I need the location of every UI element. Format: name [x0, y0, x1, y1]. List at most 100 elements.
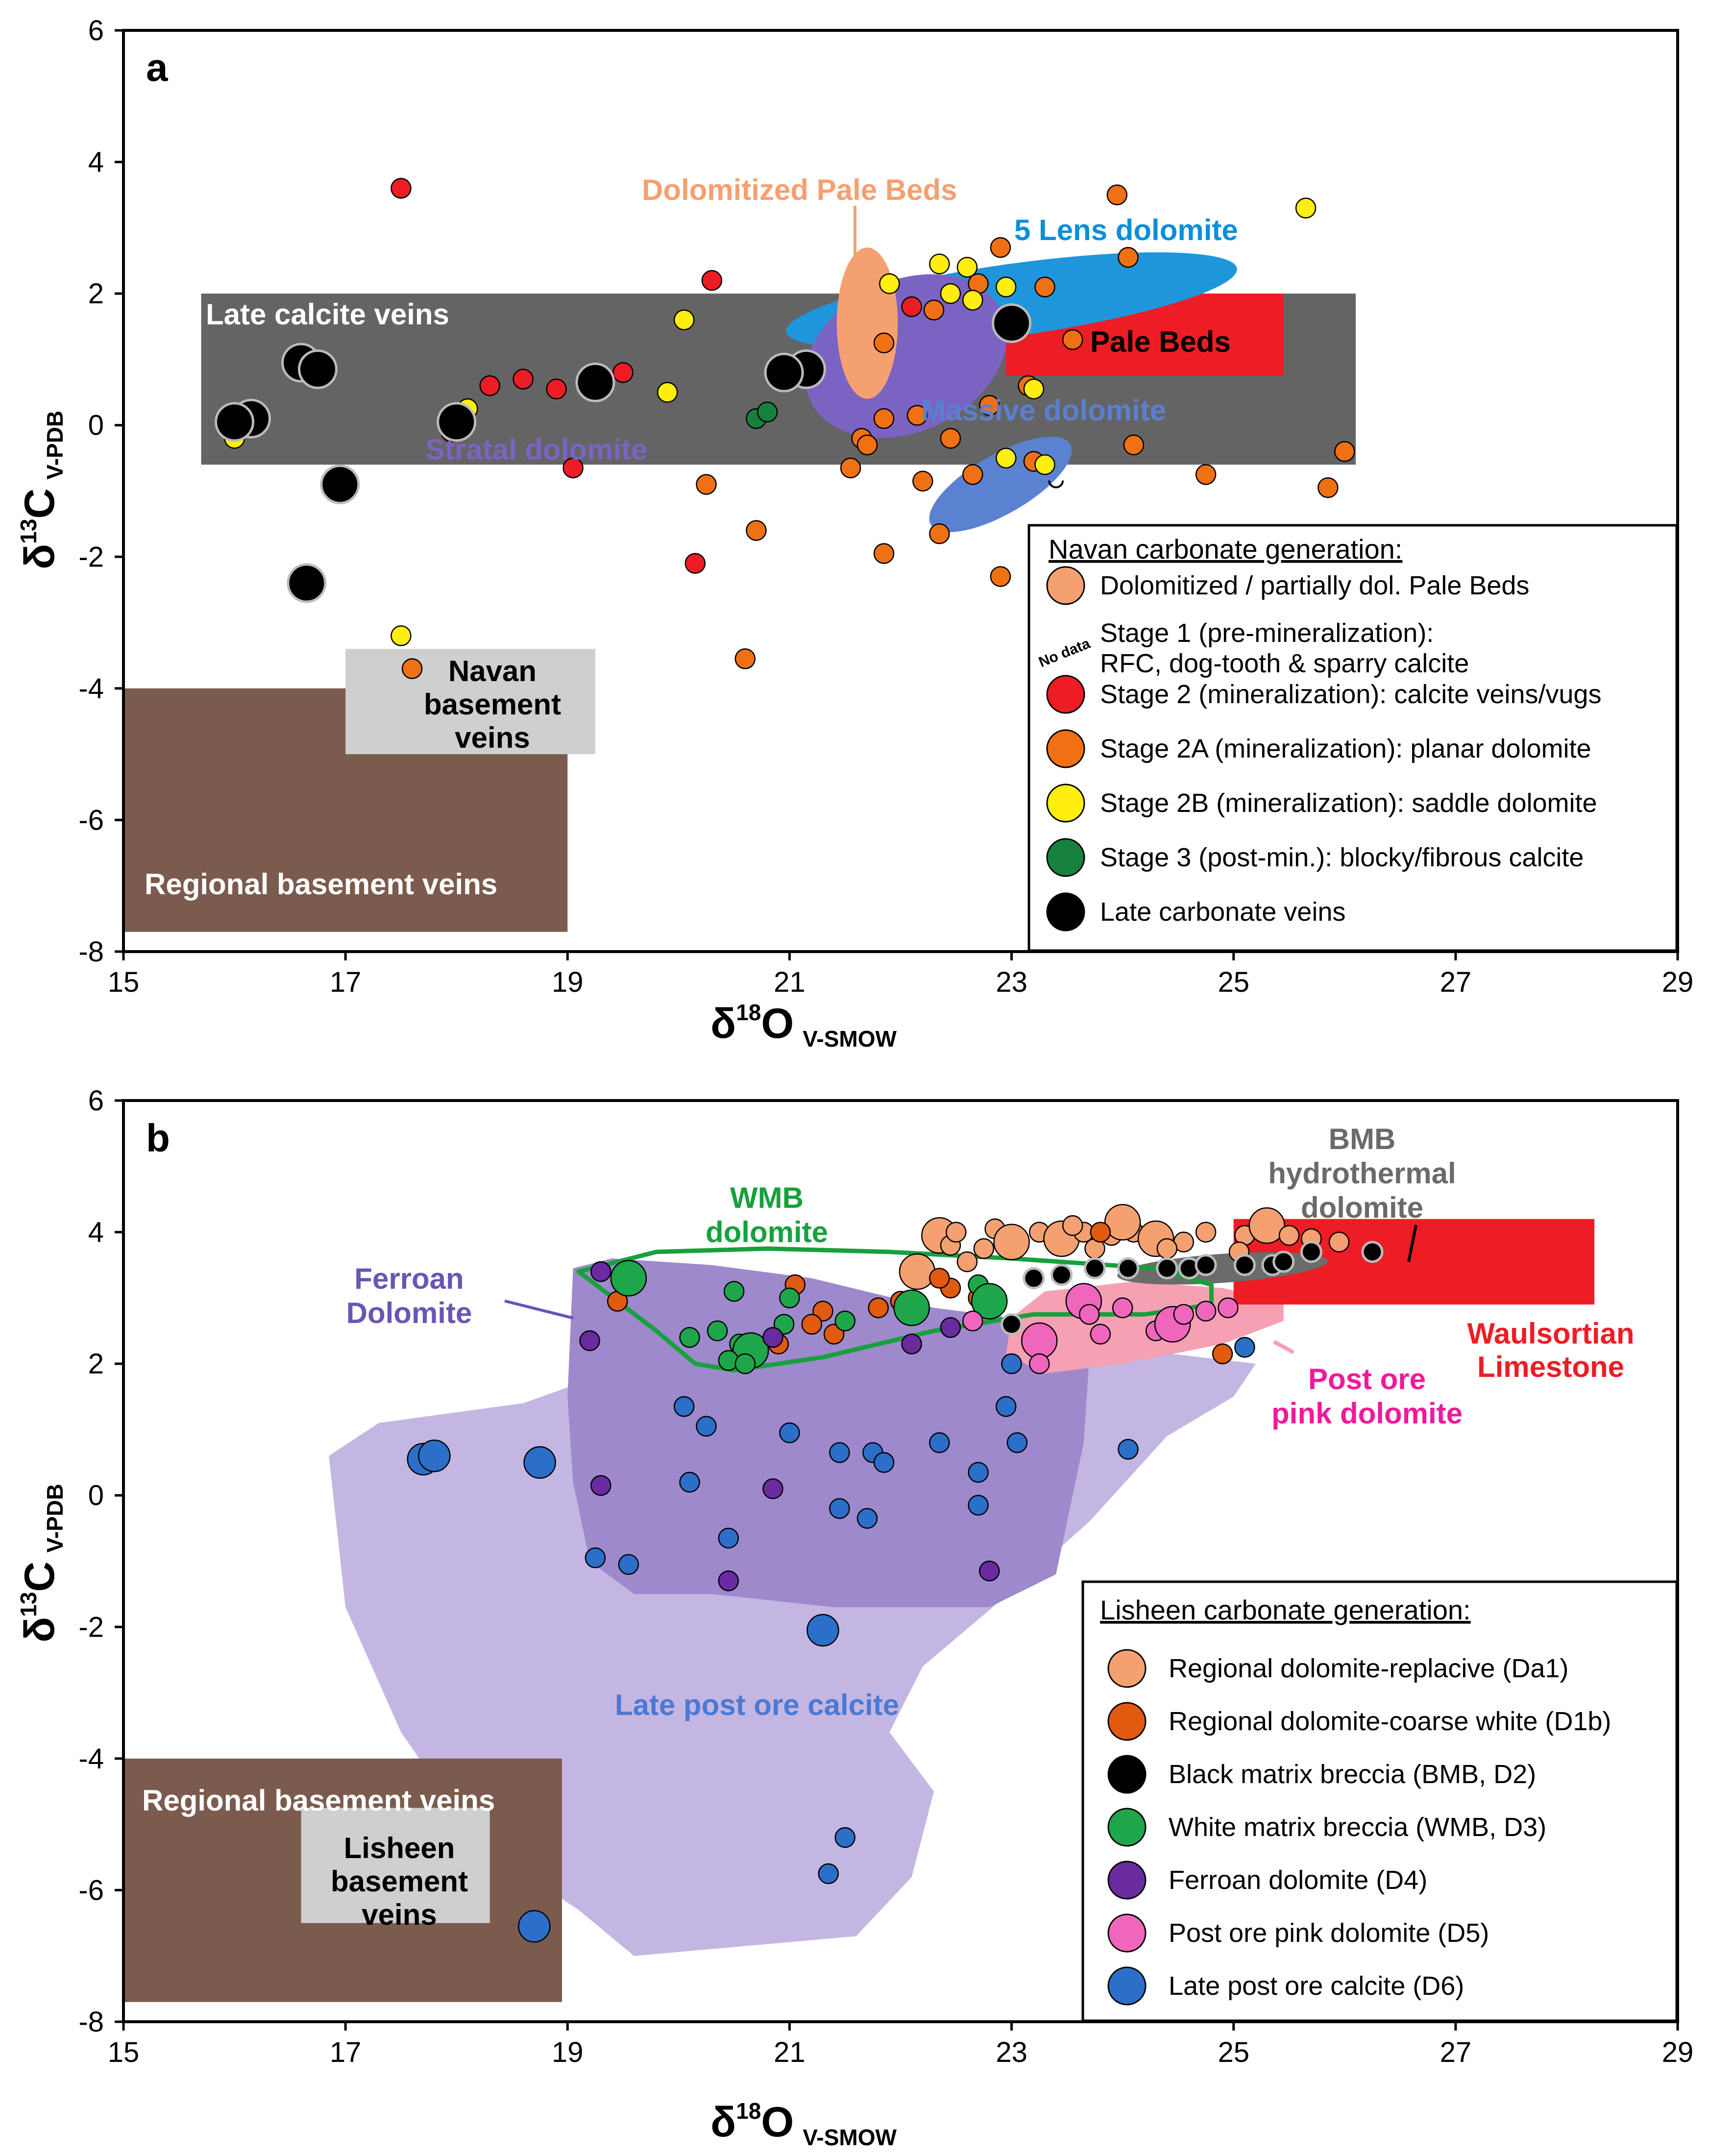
point-b-s3-13: [779, 1287, 800, 1309]
point-a-s2-12: [1034, 454, 1055, 475]
legend-b-label-1-0: Regional dolomite-coarse white (D1b): [1169, 1707, 1611, 1736]
label-post-ore-pink-1: Post ore: [1308, 1363, 1426, 1396]
legend-a-items: Dolomitized / partially dol. Pale Beds St…: [1046, 566, 1601, 931]
point-b-s5-5: [1028, 1353, 1050, 1374]
leader-post-ore-pink: [1273, 1340, 1294, 1354]
y-tick-label-a-5: 2: [88, 278, 104, 310]
point-b-s0-24: [1104, 1204, 1141, 1241]
point-b-s6-15: [1118, 1439, 1139, 1460]
point-a-s2-14: [391, 625, 412, 646]
label-lisheen-basement-3: veins: [362, 1898, 437, 1931]
point-a-s1-25: [1318, 477, 1339, 498]
point-b-s0-5: [946, 1222, 967, 1243]
point-b-s1-12: [1090, 1222, 1111, 1243]
legend-b-marker-1: [1107, 1702, 1147, 1741]
point-b-s0-2: [973, 1238, 995, 1259]
point-b-s6-23: [818, 1863, 839, 1885]
point-a-s4-10: [287, 563, 327, 603]
point-a-s1-23: [1123, 434, 1145, 456]
point-b-s2-1: [1050, 1264, 1073, 1286]
point-a-s1-1: [1118, 247, 1139, 268]
point-b-s3-4: [971, 1283, 1008, 1320]
panel-a-frame: [122, 29, 1679, 953]
x-tick-label-a-3: 21: [774, 966, 806, 998]
x-tick-label-a-7: 29: [1662, 966, 1694, 998]
point-b-s3-12: [893, 1289, 930, 1326]
x-tick-label-b-0: 15: [108, 2036, 140, 2068]
point-b-s0-14: [1195, 1222, 1217, 1243]
point-b-s4-3: [901, 1333, 922, 1355]
point-a-s1-7: [873, 408, 895, 429]
y-tick-label-a-2: -4: [78, 673, 104, 705]
label-waulsortian-2: Limestone: [1477, 1350, 1624, 1383]
point-b-s6-17: [856, 1508, 878, 1529]
point-b-s6-18: [718, 1527, 739, 1549]
point-b-s3-0: [610, 1260, 647, 1297]
point-a-s0-7: [562, 457, 584, 479]
panel-b-ticks: 15 17 19 21 23 25 27 29 -8 -6 -4 -2 0 2 4 6: [78, 1085, 1693, 2068]
point-b-s0-19: [1328, 1231, 1350, 1252]
point-b-s1-11: [929, 1268, 950, 1289]
point-a-s4-9: [320, 465, 360, 505]
y-axis-label-b: δ13CV-PDB: [16, 1484, 68, 1642]
label-post-ore-pink-2: pink dolomite: [1271, 1397, 1463, 1430]
x-tick-label-a-6: 27: [1440, 966, 1472, 998]
point-a-s2-4: [962, 290, 983, 311]
point-a-s2-10: [1023, 378, 1045, 400]
point-b-s2-10: [1300, 1241, 1322, 1263]
legend-b-marker-3: [1107, 1808, 1147, 1847]
y-tick-label-a-4: 0: [88, 410, 104, 441]
point-a-s0-0: [391, 178, 412, 199]
point-b-s6-21: [806, 1614, 839, 1647]
y-tick-label-a-6: 4: [88, 147, 104, 178]
point-b-s3-2: [834, 1310, 855, 1332]
point-b-s1-9: [1212, 1343, 1233, 1365]
point-a-s4-8: [992, 303, 1032, 343]
legend-b-marker-2: [1107, 1755, 1147, 1794]
legend-a-marker-5: [1046, 838, 1085, 877]
label-wmb-dolomite-2: dolomite: [706, 1216, 828, 1249]
label-pale-beds: Pale Beds: [1090, 325, 1231, 358]
y-tick-label-a-7: 6: [88, 15, 104, 47]
legend-b-label-5-0: Post ore pink dolomite (D5): [1169, 1918, 1489, 1948]
legend-b-label-2-0: Black matrix breccia (BMB, D2): [1169, 1760, 1536, 1789]
x-tick-label-a-2: 19: [552, 966, 584, 998]
point-b-s6-13: [995, 1396, 1017, 1417]
point-b-s2-2: [1084, 1257, 1106, 1279]
region-lisheen-basement-veins: [301, 1808, 490, 1923]
legend-b-label-4-0: Ferroan dolomite (D4): [1169, 1865, 1427, 1895]
y-tick-label-a-3: -2: [78, 541, 104, 573]
point-b-s0-3: [956, 1251, 978, 1273]
point-b-s6-1: [418, 1439, 451, 1472]
panel-a-points: [215, 178, 1355, 679]
point-b-s4-7: [718, 1570, 739, 1592]
point-b-s6-3: [673, 1396, 695, 1417]
point-a-s1-13: [912, 470, 933, 492]
point-b-s2-4: [1156, 1257, 1178, 1279]
point-b-s0-17: [1278, 1225, 1300, 1246]
label-bmb-2: hydrothermal: [1268, 1157, 1456, 1190]
legend-a-label-1-1: RFC, dog-tooth & sparry calcite: [1100, 649, 1469, 678]
point-b-s2-0: [1023, 1267, 1045, 1290]
open-arc-marker: [1048, 480, 1064, 489]
point-a-s2-2: [956, 257, 978, 278]
point-b-s5-11: [1218, 1297, 1239, 1319]
y-axis-label-a: δ13CV-PDB: [16, 411, 68, 569]
x-tick-label-b-7: 29: [1662, 2036, 1694, 2068]
point-b-s6-5: [779, 1422, 800, 1444]
label-wmb-dolomite-1: WMB: [730, 1181, 804, 1214]
legend-b-marker-4: [1107, 1861, 1147, 1900]
point-a-s1-16: [696, 474, 717, 495]
point-b-s6-10: [929, 1432, 950, 1453]
legend-a-marker-6: [1046, 892, 1085, 931]
label-navan-basement-veins-2: basement: [424, 688, 561, 721]
legend-a-box: [1027, 524, 1678, 952]
point-b-s4-0: [590, 1261, 611, 1282]
point-b-s4-5: [590, 1475, 611, 1496]
point-b-s0-4: [899, 1253, 936, 1290]
point-b-s2-9: [1272, 1250, 1295, 1273]
point-a-s0-4: [513, 368, 534, 390]
label-regional-basement-veins-b: Regional basement veins: [142, 1784, 495, 1817]
point-a-s1-29: [923, 299, 945, 320]
point-a-s2-3: [940, 283, 961, 304]
